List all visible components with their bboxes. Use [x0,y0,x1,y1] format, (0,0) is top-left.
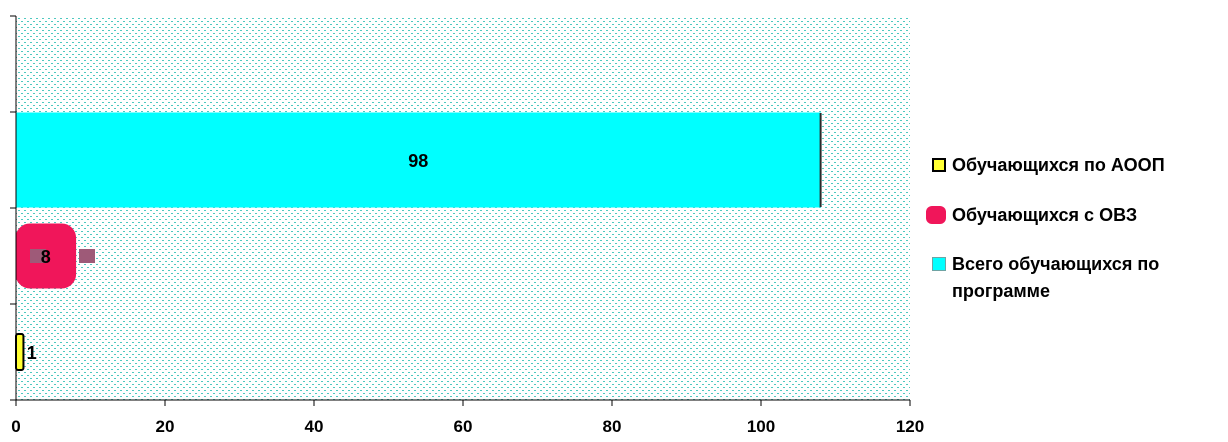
x-tick-label: 20 [156,417,175,436]
legend-swatch-total [932,257,946,271]
x-tick-label: 40 [305,417,324,436]
ovz-marker-left [30,249,46,263]
x-tick-label: 0 [11,417,20,436]
legend-item-total: Всего обучающихся по программе [930,251,1225,305]
legend: Обучающихся по АООП Обучающихся с ОВЗ Вс… [926,150,1225,305]
x-tick-label: 60 [454,417,473,436]
legend-swatch-aoop [932,158,946,172]
data-label-ovz: 8 [41,247,51,267]
legend-swatch-ovz [926,206,946,224]
legend-label-aoop: Обучающихся по АООП [952,155,1165,175]
legend-item-aoop: Обучающихся по АООП [930,152,1225,179]
plot-area [16,16,910,400]
bar-total [15,112,822,208]
bar-aoop [15,333,25,371]
legend-label-ovz: Обучающихся с ОВЗ [952,205,1138,225]
ovz-marker-right [79,249,95,263]
x-tick-label: 80 [603,417,622,436]
legend-label-total: Всего обучающихся по программе [952,254,1160,301]
x-tick-label: 120 [896,417,924,436]
legend-item-ovz: Обучающихся с ОВЗ [926,202,1225,229]
data-label-aoop: 1 [27,343,37,363]
data-label-total: 98 [408,151,428,171]
x-tick-label: 100 [747,417,775,436]
